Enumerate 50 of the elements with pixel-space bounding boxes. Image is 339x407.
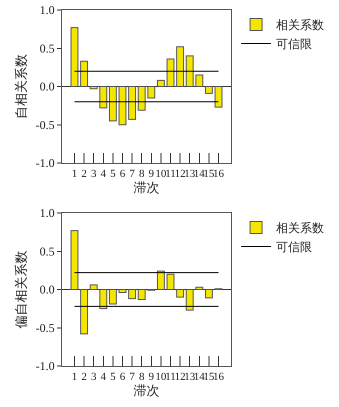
x-axis-title: 滞次 <box>134 383 160 398</box>
legend-label: 可信限 <box>276 37 312 52</box>
x-tick-label: 4 <box>100 371 107 384</box>
x-tick-label: 11 <box>165 168 176 180</box>
y-tick-label: 0.5 <box>40 41 55 56</box>
x-tick-label: 13 <box>184 371 196 384</box>
y-axis-title: 偏自相关系数 <box>14 250 29 328</box>
x-tick-label: 7 <box>129 168 136 180</box>
x-tick-label: 4 <box>100 168 107 180</box>
x-tick-label: 9 <box>148 371 155 384</box>
x-tick-label: 7 <box>129 371 136 384</box>
x-tick-label: 14 <box>194 168 206 180</box>
x-tick-label: 10 <box>155 371 167 384</box>
x-tick-label: 16 <box>213 371 225 384</box>
y-tick-label: 0.5 <box>40 244 55 258</box>
y-axis-title: 自相关系数 <box>14 54 29 119</box>
x-tick-label: 1 <box>72 371 78 384</box>
x-tick-label: 5 <box>110 371 116 384</box>
x-tick-label: 3 <box>90 371 97 384</box>
y-tick-label: -1.0 <box>36 156 55 170</box>
x-tick-label: 8 <box>138 168 145 180</box>
x-tick-label: 2 <box>81 168 87 180</box>
x-tick-label: 13 <box>184 168 196 180</box>
y-tick-label: 0.0 <box>40 80 55 94</box>
y-tick-label: 0.0 <box>40 282 55 297</box>
y-tick-label: 1.0 <box>40 3 55 18</box>
x-tick-label: 15 <box>203 371 215 384</box>
x-tick-label: 8 <box>138 371 145 384</box>
legend-label: 相关系数 <box>276 18 324 32</box>
x-tick-label: 6 <box>120 168 126 180</box>
x-tick-label: 9 <box>148 168 155 180</box>
x-tick-label: 15 <box>203 168 215 180</box>
y-tick-label: 1.0 <box>40 206 55 220</box>
x-tick-label: 2 <box>81 371 87 384</box>
x-tick-label: 12 <box>174 168 186 180</box>
x-tick-label: 3 <box>90 168 97 180</box>
x-tick-label: 14 <box>194 371 206 384</box>
x-tick-label: 10 <box>155 168 167 180</box>
x-tick-label: 5 <box>110 168 116 180</box>
legend-label: 相关系数 <box>276 221 324 236</box>
x-tick-label: 16 <box>213 168 225 180</box>
x-tick-label: 6 <box>120 371 126 384</box>
legend-label: 可信限 <box>276 240 312 254</box>
y-tick-label: -0.5 <box>36 320 55 335</box>
y-tick-label: -0.5 <box>36 118 55 132</box>
x-tick-label: 12 <box>174 371 186 384</box>
x-tick-label: 1 <box>72 168 78 180</box>
y-tick-label: -1.0 <box>36 359 55 374</box>
x-tick-label: 11 <box>165 371 176 384</box>
x-axis-title: 滞次 <box>134 180 160 196</box>
